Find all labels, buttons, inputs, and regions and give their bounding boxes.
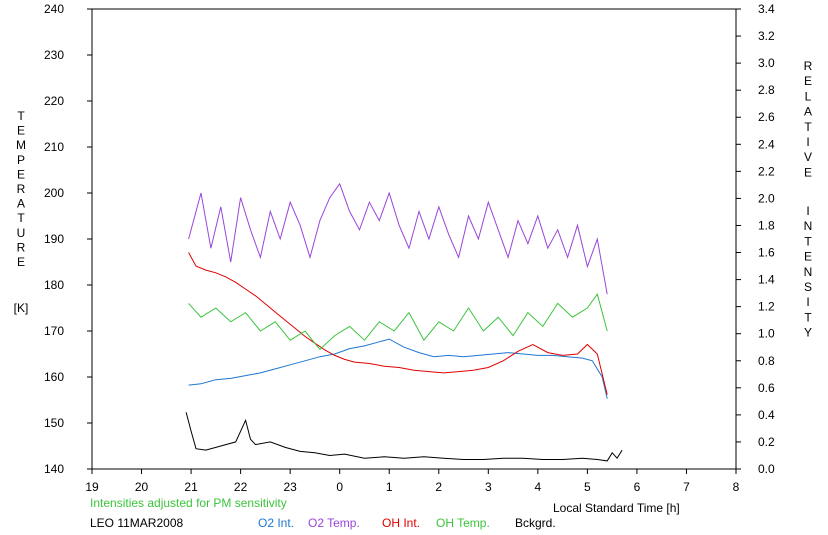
right-axis-title-letter: S	[804, 280, 812, 294]
left-axis-title-letter: P	[17, 153, 25, 167]
right-tick-label: 0.0	[758, 462, 775, 476]
legend-entry-o2-int: O2 Int.	[258, 516, 294, 530]
right-tick-label: 1.8	[758, 218, 775, 232]
legend-entry-oh-int: OH Int.	[382, 516, 420, 530]
right-tick-label: 0.6	[758, 381, 775, 395]
right-tick-label: 0.2	[758, 435, 775, 449]
right-tick-label: 0.4	[758, 408, 775, 422]
right-axis-title-letter: I	[806, 135, 809, 149]
left-tick-label: 230	[44, 48, 64, 62]
left-tick-label: 210	[44, 140, 64, 154]
station-date-label: LEO 11MAR2008	[90, 516, 183, 530]
series-layer	[185, 182, 623, 462]
right-tick-label: 2.8	[758, 83, 775, 97]
left-axis-title-letter: R	[17, 240, 26, 254]
right-axis-title-letter: R	[804, 59, 813, 73]
right-tick-label: 2.0	[758, 191, 775, 205]
right-axis-title-letter: L	[805, 89, 812, 103]
right-tick-label: 2.4	[758, 137, 775, 151]
left-tick-label: 190	[44, 232, 64, 246]
right-tick-label: 0.8	[758, 354, 775, 368]
x-tick-label: 5	[584, 480, 591, 494]
left-tick-label: 180	[44, 278, 64, 292]
legend-entry-oh-temp: OH Temp.	[436, 516, 490, 530]
x-tick-label: 4	[535, 480, 542, 494]
right-tick-label: 3.4	[758, 2, 775, 16]
sensitivity-note: Intensities adjusted for PM sensitivity	[90, 496, 287, 510]
left-axis-title-letter: E	[17, 167, 25, 181]
left-tick-label: 150	[44, 416, 64, 430]
right-axis-title-letter: N	[804, 219, 813, 233]
right-axis-title-letter: E	[804, 250, 812, 264]
x-tick-label: 6	[634, 480, 641, 494]
right-tick-label: 1.0	[758, 327, 775, 341]
legend: O2 Int. O2 Temp. OH Int. OH Temp. Bckgrd.	[258, 516, 556, 530]
right-axis-title-letter: Y	[804, 326, 812, 340]
right-axis-title-letter: I	[806, 295, 809, 309]
right-axis-ticks: 0.0 0.2 0.4 0.6 0.8 1.0 1.2 1.4 1.6 1.8 2.0 2.2 2.4 2…	[736, 2, 775, 476]
series-line-o2-temp	[188, 182, 608, 295]
x-tick-label: 22	[234, 480, 248, 494]
left-axis-title-letter: T	[17, 109, 25, 123]
left-axis-title-letter: R	[17, 182, 26, 196]
left-axis-title-letter: U	[17, 226, 26, 240]
left-axis-title-letter: A	[17, 197, 25, 211]
legend-entry-bckgrd: Bckgrd.	[515, 516, 556, 530]
right-axis-title-letter: I	[806, 204, 809, 218]
left-tick-label: 170	[44, 324, 64, 338]
series-line-bckgrd	[185, 412, 623, 462]
right-axis-title-letter: T	[804, 310, 812, 324]
right-axis-title-letter: T	[804, 120, 812, 134]
x-axis-title: Local Standard Time [h]	[553, 501, 680, 515]
left-axis-ticks: 140 150 160 170 180 190 200 210 220 230 240	[44, 2, 92, 476]
left-axis-unit: [K]	[14, 301, 29, 315]
left-tick-label: 240	[44, 2, 64, 16]
plot-frame	[91, 8, 737, 470]
series-line-oh-int	[188, 252, 608, 395]
x-tick-label: 1	[386, 480, 393, 494]
left-tick-label: 200	[44, 186, 64, 200]
right-tick-label: 3.2	[758, 29, 775, 43]
right-tick-label: 1.6	[758, 246, 775, 260]
right-tick-label: 1.4	[758, 273, 775, 287]
right-axis-title-letter: E	[804, 165, 812, 179]
x-tick-label: 19	[85, 480, 99, 494]
legend-entry-o2-temp: O2 Temp.	[308, 516, 360, 530]
right-axis-title-letter: A	[804, 105, 812, 119]
right-tick-label: 2.2	[758, 164, 775, 178]
x-tick-label: 23	[283, 480, 297, 494]
right-axis-title-letter: V	[804, 150, 812, 164]
x-tick-label: 8	[733, 480, 740, 494]
right-tick-label: 2.6	[758, 110, 775, 124]
right-tick-label: 1.2	[758, 300, 775, 314]
x-tick-label: 2	[435, 480, 442, 494]
x-tick-label: 21	[184, 480, 198, 494]
x-axis-ticks: 19 20 21 22 23 0 1 2 3 4 5 6 7 8	[85, 469, 740, 494]
series-line-o2-int	[188, 338, 608, 399]
left-axis-title-letter: M	[16, 138, 26, 152]
left-tick-label: 140	[44, 462, 64, 476]
x-tick-label: 3	[485, 480, 492, 494]
right-tick-label: 3.0	[758, 56, 775, 70]
left-tick-label: 160	[44, 370, 64, 384]
left-axis-title-letter: E	[17, 124, 25, 138]
left-axis-title-letter: T	[17, 211, 25, 225]
left-axis-title-letter: E	[17, 255, 25, 269]
series-line-oh-temp	[188, 293, 608, 351]
x-tick-label: 7	[683, 480, 690, 494]
x-tick-label: 0	[336, 480, 343, 494]
x-tick-label: 20	[135, 480, 149, 494]
right-axis-title-letter: E	[804, 74, 812, 88]
right-axis-title-letter: T	[804, 234, 812, 248]
right-axis-title-letter: N	[804, 265, 813, 279]
left-tick-label: 220	[44, 94, 64, 108]
